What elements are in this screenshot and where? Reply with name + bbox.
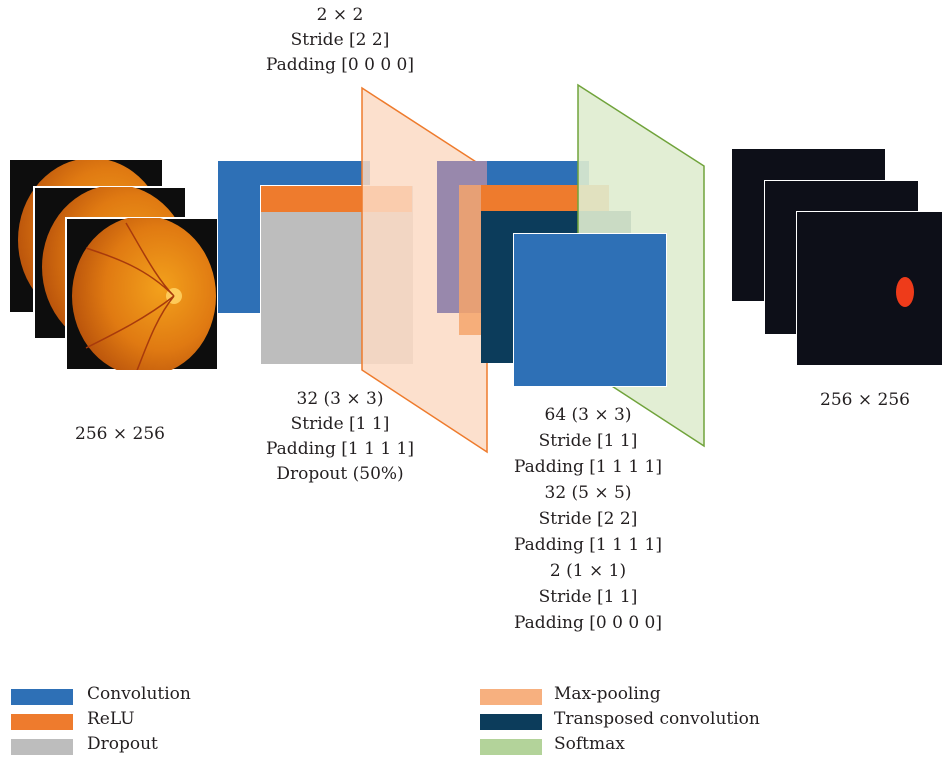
decoder-param-line: Padding [0 0 0 0] — [514, 613, 662, 633]
decoder-param-line: Stride [1 1] — [538, 431, 638, 451]
legend-label-transposed-convolution: Transposed convolution — [554, 709, 760, 729]
legend-label-relu: ReLU — [87, 709, 135, 729]
segmentation-region-icon — [896, 277, 914, 307]
pool-param-line: Stride [2 2] — [290, 30, 390, 50]
encoder-params: 32 (3 × 3) Stride [1 1] Padding [1 1 1 1… — [240, 391, 440, 491]
output-image-front — [796, 211, 942, 366]
final-convolution-block — [513, 233, 667, 387]
legend-label-dropout: Dropout — [87, 734, 158, 754]
decoder-param-line: Padding [1 1 1 1] — [514, 457, 662, 477]
legend-swatch-softmax — [480, 739, 542, 755]
decoder-param-line: Padding [1 1 1 1] — [514, 535, 662, 555]
decoder-param-line: 32 (5 × 5) — [544, 483, 632, 503]
pool-param-line: Padding [0 0 0 0] — [266, 55, 414, 75]
pool-param-line: 2 × 2 — [316, 5, 364, 25]
decoder-param-line: 2 (1 × 1) — [549, 561, 627, 581]
output-size-label: 256 × 256 — [820, 390, 910, 410]
decoder-param-line: 64 (3 × 3) — [544, 405, 632, 425]
legend-swatch-relu — [11, 714, 73, 730]
retina-image-stack-icon — [10, 160, 219, 371]
encoder-param-line: Padding [1 1 1 1] — [266, 439, 414, 459]
legend-label-maxpooling: Max-pooling — [554, 684, 661, 704]
input-size-label: 256 × 256 — [75, 424, 165, 444]
encoder-param-line: 32 (3 × 3) — [296, 389, 384, 409]
legend-swatch-dropout — [11, 739, 73, 755]
legend-swatch-maxpooling — [480, 689, 542, 705]
legend-swatch-transposed-convolution — [480, 714, 542, 730]
pool-params: 2 × 2 Stride [2 2] Padding [0 0 0 0] — [240, 7, 440, 82]
decoder-params: 64 (3 × 3) Stride [1 1] Padding [1 1 1 1… — [488, 407, 688, 641]
encoder-param-line: Dropout (50%) — [276, 464, 404, 484]
encoder-param-line: Stride [1 1] — [290, 414, 390, 434]
decoder-param-line: Stride [1 1] — [538, 587, 638, 607]
decoder-param-line: Stride [2 2] — [538, 509, 638, 529]
retina-image-front — [65, 217, 219, 371]
legend-label-softmax: Softmax — [554, 734, 625, 754]
legend-swatch-convolution — [11, 689, 73, 705]
legend-label-convolution: Convolution — [87, 684, 191, 704]
